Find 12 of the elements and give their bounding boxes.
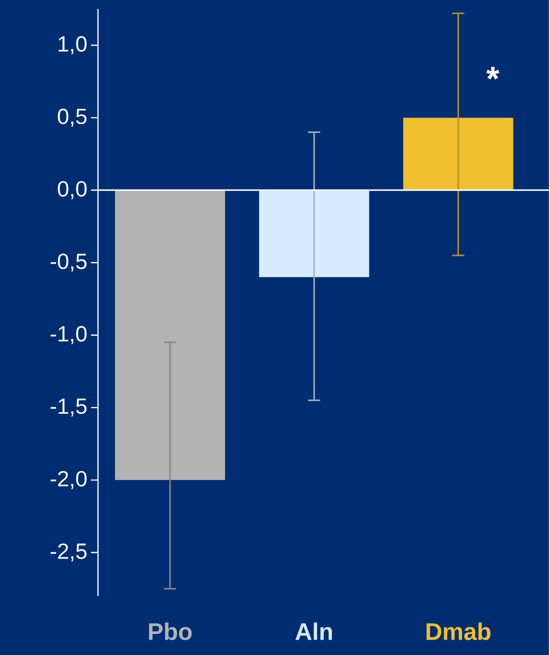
y-tick-label: -0,5 <box>50 254 87 272</box>
y-tick-label: 0,5 <box>58 108 87 127</box>
x-tick-label: Aln <box>296 622 332 640</box>
y-tick-label: -1,0 <box>50 326 87 344</box>
y-tick-label: 0,0 <box>58 181 87 200</box>
y-tick-label: -2,5 <box>50 543 87 562</box>
y-tick-label: 1,0 <box>58 36 87 54</box>
x-tick-label: Dmab <box>426 622 491 640</box>
y-tick-label: -1,5 <box>50 398 87 417</box>
y-tick-label: -2,0 <box>50 470 87 490</box>
annotation: * <box>486 66 500 80</box>
x-tick-label: Pbo <box>149 622 192 640</box>
